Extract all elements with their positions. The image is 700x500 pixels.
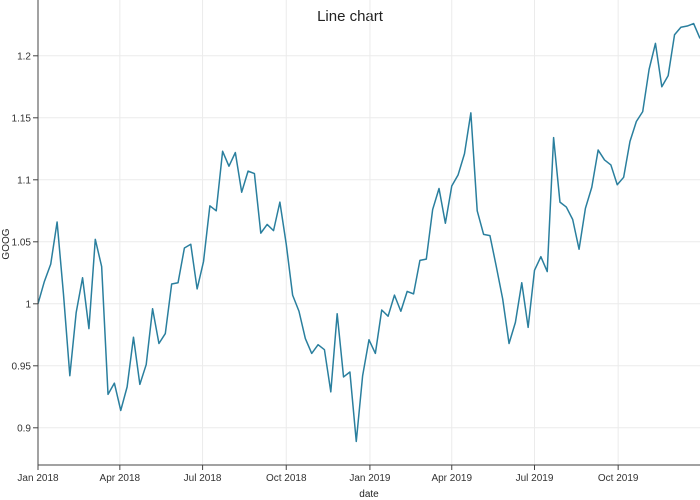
x-tick-label: Oct 2019 [598,473,639,484]
x-tick-label: Jul 2018 [184,473,222,484]
y-tick-label: 1.15 [12,113,32,124]
y-tick-label: 1.1 [17,175,31,186]
x-tick-label: Jul 2019 [516,473,554,484]
y-tick-label: 1 [25,299,31,310]
grid-lines [37,0,700,465]
x-axis-ticks: Jan 2018 Apr 2018 Jul 2018 Oct 2018 Jan 2019… [17,465,639,484]
y-tick-label: 1.05 [12,237,32,248]
x-tick-label: Oct 2018 [266,473,307,484]
x-tick-label: Apr 2019 [431,473,472,484]
x-axis-title: date [359,489,379,500]
series-line-goog [37,22,700,443]
y-axis-title: GOOG [1,228,12,259]
x-tick-label: Apr 2018 [100,473,141,484]
y-tick-label: 1.2 [17,51,31,62]
chart-title: Line chart [317,8,384,25]
y-axis-ticks: 0.9 0.95 1 1.05 1.1 1.15 1.2 [12,51,38,434]
axes [37,0,700,466]
y-tick-label: 0.9 [17,423,31,434]
y-tick-label: 0.95 [12,361,32,372]
x-tick-label: Jan 2018 [17,473,59,484]
x-tick-label: Jan 2019 [349,473,391,484]
